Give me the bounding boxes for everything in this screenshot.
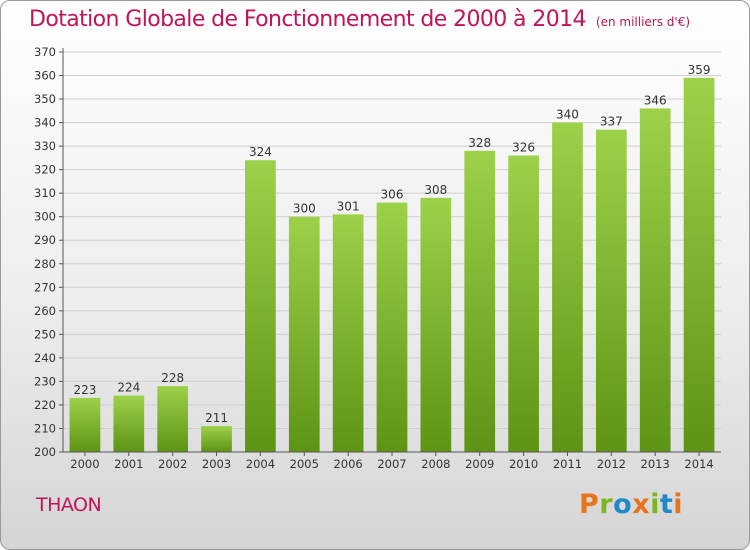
y-tick-label: 220 [34,398,56,412]
y-tick-label: 350 [34,92,56,106]
bar-2006 [332,214,364,452]
bar-value-label: 340 [556,108,579,122]
logo-letter: P [579,489,600,520]
y-tick-label: 210 [34,421,56,435]
bar-2011 [552,122,583,453]
x-tick-label: 2005 [290,457,319,471]
bar-value-label: 328 [468,136,491,150]
y-tick-label: 230 [34,374,56,388]
bar-2003 [201,426,232,452]
logo-letter: i [650,489,660,520]
y-tick-label: 280 [34,257,56,271]
logo-letter: t [659,489,674,520]
bar-value-label: 300 [293,202,316,216]
y-tick-label: 290 [34,233,56,247]
y-tick-label: 330 [34,139,56,153]
bar-value-label: 306 [381,188,404,202]
y-tick-label: 340 [34,116,56,130]
bar-2009 [464,150,496,452]
bar-value-label: 359 [688,63,711,77]
proxiti-logo: Proxiti [579,489,683,520]
bar-value-label: 223 [73,383,96,397]
x-tick-label: 2012 [597,457,626,471]
x-tick-label: 2014 [684,457,713,471]
y-tick-label: 300 [34,210,56,224]
bar-2012 [595,129,627,452]
axes: 200 210 220 230 240 250 260 270 280 290 300 310 320 3… [34,45,721,471]
x-tick-label: 2004 [246,457,275,471]
bar-value-label: 324 [249,145,272,159]
x-tick-label: 2007 [377,457,406,471]
bar-2004 [245,160,276,452]
x-tick-label: 2011 [553,457,582,471]
y-tick-label: 260 [34,304,56,318]
bar-2007 [376,202,408,452]
logo-letter: o [613,489,633,520]
bar-value-label: 224 [117,381,140,395]
bar-2010 [508,155,539,452]
bar-value-label: 326 [512,141,535,155]
bars: 223 224 228 211 324 300 301 306 308 328 326 340 337 3… [69,63,715,453]
y-tick-label: 310 [34,186,56,200]
x-tick-label: 2003 [202,457,231,471]
bar-2014 [683,77,715,452]
city-name: THAON [36,494,102,516]
bar-2008 [420,197,452,452]
x-tick-label: 2000 [70,457,99,471]
x-tick-label: 2002 [158,457,187,471]
bar-2005 [288,216,320,452]
chart-title: Dotation Globale de Fonctionnement de 20… [29,7,690,32]
logo-letter: x [632,489,651,520]
unit-note: (en milliers d'€) [595,15,691,29]
logo-letter: r [599,489,614,520]
bar-value-label: 228 [161,371,184,385]
y-tick-label: 370 [34,45,56,59]
x-tick-label: 2013 [641,457,670,471]
bar-value-label: 337 [600,115,623,129]
bar-2013 [639,108,671,453]
bar-2001 [113,395,145,452]
logo-letter: i [673,489,684,520]
y-tick-label: 270 [34,280,56,294]
y-tick-label: 320 [34,163,56,177]
y-tick-label: 250 [34,327,56,341]
bar-value-label: 346 [644,93,667,107]
x-tick-label: 2001 [114,457,143,471]
x-tick-label: 2006 [333,457,362,471]
bar-2000 [69,397,101,452]
bar-value-label: 308 [424,183,447,197]
y-tick-label: 240 [34,351,56,365]
x-tick-label: 2009 [465,457,494,471]
x-tick-label: 2010 [509,457,538,471]
y-tick-label: 200 [34,445,56,459]
x-tick-label: 2008 [421,457,450,471]
y-tick-label: 360 [34,69,56,83]
chart-title-text: Dotation Globale de Fonctionnement de 20… [29,7,587,32]
bar-value-label: 211 [205,411,228,425]
bar-value-label: 301 [337,199,360,213]
bar-2002 [157,386,189,452]
